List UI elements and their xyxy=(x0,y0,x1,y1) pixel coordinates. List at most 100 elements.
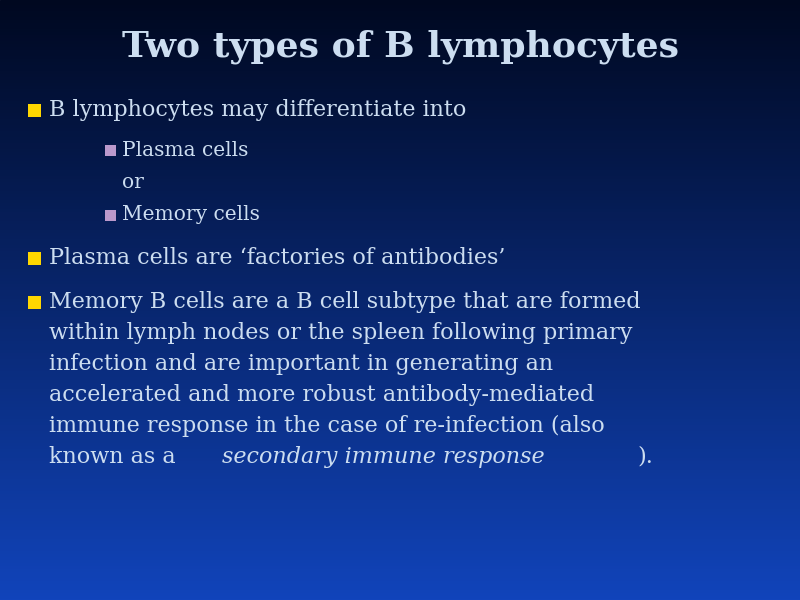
Bar xyxy=(0,369,800,372)
Bar xyxy=(0,84,800,87)
Bar xyxy=(0,273,800,276)
Bar xyxy=(0,423,800,426)
Bar xyxy=(0,21,800,24)
Bar xyxy=(0,261,800,264)
Bar xyxy=(28,251,41,265)
Bar xyxy=(0,285,800,288)
Bar xyxy=(0,540,800,543)
Bar xyxy=(0,42,800,45)
Bar xyxy=(0,336,800,339)
Bar xyxy=(0,24,800,27)
Bar xyxy=(0,576,800,579)
Bar xyxy=(0,111,800,114)
Bar xyxy=(0,420,800,423)
Bar xyxy=(0,333,800,336)
Bar xyxy=(0,39,800,42)
Bar xyxy=(0,504,800,507)
Bar xyxy=(0,168,800,171)
Bar xyxy=(0,243,800,246)
Bar xyxy=(0,399,800,402)
Bar xyxy=(0,351,800,354)
Bar xyxy=(0,201,800,204)
Bar xyxy=(0,300,800,303)
Bar xyxy=(0,510,800,513)
Bar xyxy=(0,297,800,300)
Bar xyxy=(0,213,800,216)
Bar xyxy=(0,384,800,387)
Bar xyxy=(0,408,800,411)
Bar xyxy=(0,492,800,495)
Bar xyxy=(0,525,800,528)
Bar xyxy=(0,75,800,78)
Bar xyxy=(0,96,800,99)
Bar xyxy=(0,330,800,333)
Bar xyxy=(0,489,800,492)
Bar xyxy=(0,258,800,261)
Bar xyxy=(0,354,800,357)
Bar xyxy=(0,177,800,180)
Bar xyxy=(0,249,800,252)
Bar xyxy=(0,174,800,177)
Bar xyxy=(0,156,800,159)
Bar xyxy=(0,450,800,453)
Bar xyxy=(0,171,800,174)
Bar xyxy=(0,45,800,48)
Bar xyxy=(0,216,800,219)
Bar xyxy=(0,528,800,531)
Bar xyxy=(0,276,800,279)
Bar xyxy=(0,144,800,147)
Bar xyxy=(0,342,800,345)
Bar xyxy=(0,447,800,450)
Bar xyxy=(0,186,800,189)
Bar xyxy=(0,597,800,600)
Bar xyxy=(0,138,800,141)
Bar xyxy=(0,18,800,21)
Bar xyxy=(0,477,800,480)
Text: secondary immune response: secondary immune response xyxy=(222,446,544,468)
Bar xyxy=(0,141,800,144)
Bar xyxy=(0,228,800,231)
Bar xyxy=(0,195,800,198)
Bar xyxy=(0,327,800,330)
Bar xyxy=(0,129,800,132)
Bar xyxy=(0,363,800,366)
Bar xyxy=(0,378,800,381)
Bar xyxy=(0,393,800,396)
Text: accelerated and more robust antibody-mediated: accelerated and more robust antibody-med… xyxy=(49,384,594,406)
Bar xyxy=(0,60,800,63)
Bar xyxy=(0,348,800,351)
Bar xyxy=(0,573,800,576)
Bar xyxy=(0,396,800,399)
Bar xyxy=(0,531,800,534)
Bar xyxy=(0,3,800,6)
Bar xyxy=(0,324,800,327)
Bar xyxy=(0,516,800,519)
Bar xyxy=(0,306,800,309)
Text: known as a: known as a xyxy=(49,446,182,468)
Bar xyxy=(0,237,800,240)
Bar xyxy=(28,295,41,308)
Bar xyxy=(0,126,800,129)
Bar xyxy=(0,453,800,456)
Bar xyxy=(0,438,800,441)
Bar xyxy=(0,123,800,126)
Bar xyxy=(0,279,800,282)
Bar xyxy=(0,465,800,468)
Bar xyxy=(0,507,800,510)
Bar xyxy=(0,183,800,186)
Bar xyxy=(0,105,800,108)
Bar xyxy=(0,153,800,156)
Bar xyxy=(0,27,800,30)
Bar xyxy=(0,291,800,294)
Bar xyxy=(0,198,800,201)
Bar xyxy=(0,36,800,39)
Bar xyxy=(0,303,800,306)
Bar xyxy=(0,591,800,594)
Bar xyxy=(0,495,800,498)
Bar xyxy=(0,435,800,438)
Bar xyxy=(0,15,800,18)
Bar xyxy=(0,555,800,558)
Bar xyxy=(0,72,800,75)
Bar xyxy=(0,210,800,213)
Bar xyxy=(0,114,800,117)
